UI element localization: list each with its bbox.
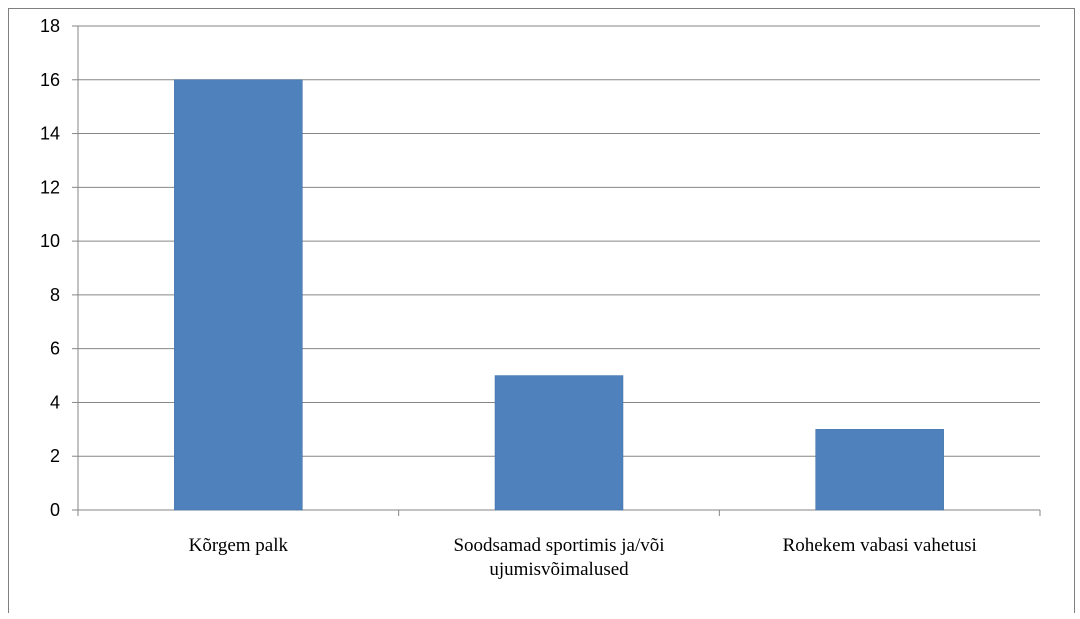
x-category-label: Rohekem vabasi vahetusi [783, 535, 977, 556]
bar [815, 429, 944, 511]
x-category-label: Kõrgem palk [189, 535, 289, 556]
y-tick-label: 8 [50, 285, 60, 305]
y-tick-label: 14 [40, 124, 60, 144]
y-tick-label: 0 [50, 500, 60, 520]
y-tick-label: 18 [40, 16, 60, 36]
y-tick-label: 12 [40, 177, 60, 197]
x-category-label: Soodsamad sportimis ja/või [453, 535, 664, 556]
bar [494, 375, 624, 511]
y-tick-label: 10 [40, 231, 60, 251]
bar [174, 79, 303, 511]
y-tick-label: 6 [50, 339, 60, 359]
y-tick-label: 2 [50, 446, 60, 466]
y-tick-label: 16 [40, 70, 60, 90]
y-tick-label: 4 [50, 392, 60, 412]
x-category-label: ujumisvõimalused [489, 559, 629, 580]
